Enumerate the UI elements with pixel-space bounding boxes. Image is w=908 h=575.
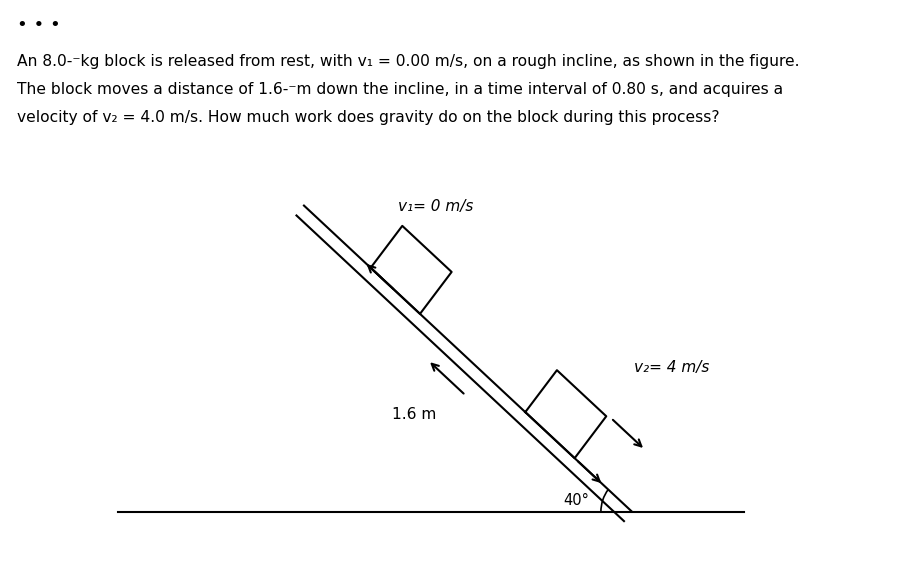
Text: The block moves a distance of 1.6-⁻m down the incline, in a time interval of 0.8: The block moves a distance of 1.6-⁻m dow… xyxy=(17,82,784,97)
Text: v₁= 0 m/s: v₁= 0 m/s xyxy=(398,199,473,214)
Text: 1.6 m: 1.6 m xyxy=(392,407,437,423)
Text: An 8.0-⁻kg block is released from rest, with v₁ = 0.00 m/s, on a rough incline, : An 8.0-⁻kg block is released from rest, … xyxy=(17,54,800,69)
Text: velocity of v₂ = 4.0 m/s. How much work does gravity do on the block during this: velocity of v₂ = 4.0 m/s. How much work … xyxy=(17,110,720,125)
Text: 40°: 40° xyxy=(564,493,589,508)
Text: v₂= 4 m/s: v₂= 4 m/s xyxy=(634,361,709,375)
Text: • • •: • • • xyxy=(17,16,61,34)
